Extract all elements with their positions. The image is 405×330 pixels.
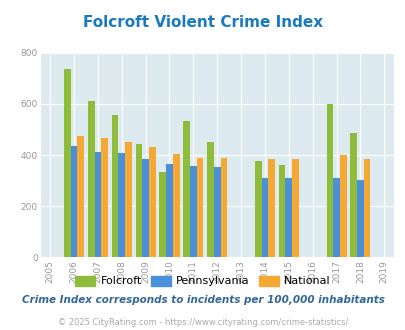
- Bar: [125, 142, 132, 257]
- Bar: [190, 166, 196, 257]
- Bar: [118, 152, 125, 257]
- Text: Crime Index corresponds to incidents per 100,000 inhabitants: Crime Index corresponds to incidents per…: [21, 295, 384, 305]
- Bar: [326, 104, 333, 257]
- Bar: [70, 146, 77, 257]
- Bar: [268, 159, 274, 257]
- Bar: [333, 178, 339, 257]
- Bar: [356, 180, 363, 257]
- Legend: Folcroft, Pennsylvania, National: Folcroft, Pennsylvania, National: [70, 271, 335, 291]
- Bar: [363, 159, 369, 257]
- Bar: [285, 178, 292, 257]
- Bar: [173, 154, 179, 257]
- Bar: [87, 101, 94, 257]
- Bar: [350, 133, 356, 257]
- Bar: [196, 158, 203, 257]
- Bar: [142, 159, 149, 257]
- Bar: [77, 136, 84, 257]
- Bar: [261, 178, 268, 257]
- Bar: [292, 159, 298, 257]
- Text: © 2025 CityRating.com - https://www.cityrating.com/crime-statistics/: © 2025 CityRating.com - https://www.city…: [58, 318, 347, 327]
- Bar: [149, 148, 155, 257]
- Bar: [183, 121, 190, 257]
- Bar: [101, 138, 108, 257]
- Bar: [220, 158, 227, 257]
- Bar: [254, 161, 261, 257]
- Bar: [207, 142, 213, 257]
- Bar: [339, 155, 346, 257]
- Bar: [94, 152, 101, 257]
- Bar: [135, 144, 142, 257]
- Bar: [213, 167, 220, 257]
- Bar: [159, 172, 166, 257]
- Text: Folcroft Violent Crime Index: Folcroft Violent Crime Index: [83, 15, 322, 30]
- Bar: [278, 165, 285, 257]
- Bar: [111, 115, 118, 257]
- Bar: [64, 69, 70, 257]
- Bar: [166, 164, 173, 257]
